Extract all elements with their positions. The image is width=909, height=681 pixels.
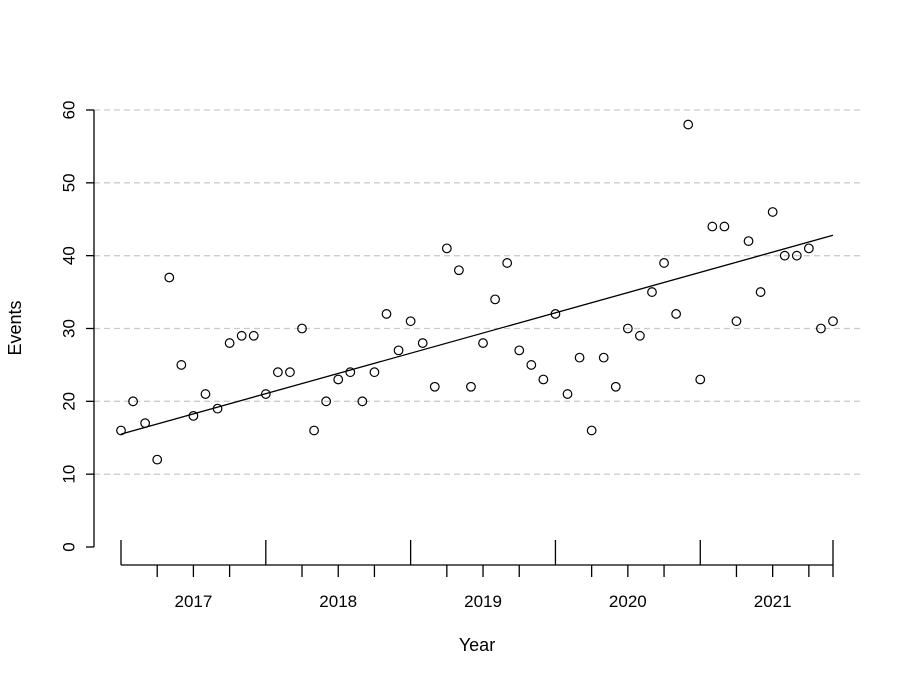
data-point	[236, 330, 247, 341]
data-point	[285, 367, 295, 378]
data-point	[731, 316, 742, 327]
y-axis-label: Events	[5, 300, 25, 355]
x-axis: 2017 2018 2019 2020 2021	[120, 540, 834, 611]
data-point	[803, 243, 814, 254]
data-point	[393, 345, 404, 356]
y-tick-label: 40	[59, 246, 78, 265]
data-point	[357, 396, 368, 407]
y-tick-label: 10	[59, 465, 78, 484]
data-point	[260, 389, 271, 399]
data-point	[381, 309, 392, 319]
data-point	[550, 309, 561, 319]
data-point	[212, 403, 223, 414]
data-point	[659, 258, 669, 268]
data-point	[707, 221, 718, 232]
x-axis-label: Year	[459, 635, 495, 655]
x-tick-label: 2018	[319, 592, 357, 611]
y-axis: 0 10 20 30 40 50 60	[59, 101, 95, 552]
data-point	[188, 411, 199, 421]
x-tick-label: 2019	[464, 592, 502, 611]
data-point	[779, 250, 790, 261]
data-point	[417, 338, 428, 348]
data-point	[297, 323, 307, 334]
grid	[94, 109, 862, 475]
data-point	[116, 425, 126, 436]
data-point	[176, 360, 187, 370]
data-point	[200, 389, 211, 399]
data-point	[502, 258, 513, 268]
data-point	[309, 425, 319, 436]
data-point	[405, 316, 416, 327]
data-point	[466, 381, 476, 392]
data-point	[538, 374, 549, 385]
data-point	[586, 425, 597, 436]
data-point	[755, 287, 766, 297]
data-point	[164, 272, 175, 283]
trend-line	[120, 234, 834, 435]
data-point	[248, 330, 259, 341]
x-tick-label: 2021	[754, 592, 792, 611]
data-point	[828, 316, 838, 327]
data-point	[453, 265, 464, 276]
data-point	[610, 381, 621, 392]
data-point	[791, 250, 802, 261]
x-tick-label: 2020	[609, 592, 647, 611]
data-points	[116, 119, 838, 465]
data-point	[743, 236, 754, 247]
data-point	[598, 352, 609, 363]
y-tick-label: 0	[59, 542, 78, 551]
data-point	[816, 323, 826, 334]
data-point	[321, 396, 332, 407]
data-point	[429, 381, 440, 392]
data-point	[671, 309, 682, 319]
data-point	[695, 374, 706, 385]
data-point	[635, 330, 645, 341]
y-tick-label: 30	[59, 319, 78, 338]
data-point	[647, 287, 657, 297]
data-point	[140, 418, 151, 429]
data-point	[128, 396, 138, 407]
data-point	[574, 352, 585, 363]
data-point	[767, 207, 778, 217]
data-point	[478, 338, 488, 348]
y-tick-label: 20	[59, 392, 78, 411]
data-point	[622, 323, 633, 334]
data-point	[562, 389, 573, 399]
data-point	[683, 119, 694, 130]
data-point	[345, 367, 356, 378]
trend-line-group	[120, 234, 834, 435]
data-point	[719, 221, 730, 232]
data-point	[514, 345, 525, 356]
data-point	[272, 367, 283, 378]
data-point	[224, 338, 235, 348]
y-tick-label: 50	[59, 173, 78, 192]
data-point	[152, 454, 163, 465]
data-point	[490, 294, 501, 305]
data-point	[369, 367, 380, 378]
data-point	[526, 360, 537, 370]
x-tick-label: 2017	[174, 592, 212, 611]
data-point	[441, 243, 452, 254]
data-point	[333, 374, 344, 385]
y-tick-label: 60	[59, 101, 78, 120]
